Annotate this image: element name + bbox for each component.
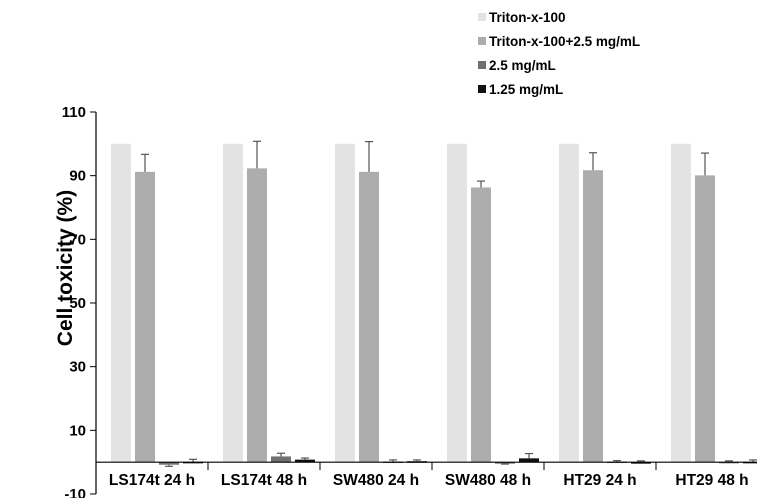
legend-label: Triton-x-100	[489, 10, 566, 25]
y-tick-label: 110	[62, 104, 86, 121]
bar	[295, 459, 315, 463]
legend-label: 2.5 mg/mL	[489, 58, 556, 73]
y-tick-label: 70	[69, 231, 86, 248]
category-label: SW480 48 h	[445, 472, 531, 489]
y-tick-label: 10	[69, 422, 86, 439]
y-axis: -10 10 30 50 70 90 110	[62, 104, 96, 498]
bar	[519, 458, 539, 463]
legend-swatch	[478, 37, 486, 45]
bar	[271, 456, 291, 463]
bar	[135, 171, 155, 463]
bar	[359, 171, 379, 463]
bar	[447, 143, 467, 463]
y-tick-label: 90	[69, 168, 86, 185]
bar	[223, 143, 243, 463]
y-axis-title: Cell toxicity (%)	[54, 190, 77, 346]
category-label: HT29 48 h	[675, 472, 748, 489]
bar	[583, 170, 603, 463]
legend-label: Triton-x-100+2.5 mg/mL	[489, 34, 640, 49]
bar	[159, 462, 179, 465]
legend-swatch	[478, 13, 486, 21]
bar	[631, 462, 651, 464]
category-label: SW480 24 h	[333, 472, 419, 489]
bar	[671, 143, 691, 463]
axes	[95, 112, 757, 494]
legend-swatch	[478, 85, 486, 93]
legend: Triton-x-100 Triton-x-100+2.5 mg/mL 2.5 mg…	[478, 10, 640, 97]
bar	[335, 143, 355, 463]
bar	[695, 175, 715, 463]
legend-label: 1.25 mg/mL	[489, 82, 563, 97]
category-label: LS174t 48 h	[221, 472, 307, 489]
category-label: HT29 24 h	[563, 472, 636, 489]
bar	[471, 187, 491, 463]
bar	[559, 143, 579, 463]
bars	[111, 140, 757, 467]
x-axis: LS174t 24 h LS174t 48 h SW480 24 h SW480 48…	[109, 462, 749, 489]
y-tick-label: 30	[69, 359, 86, 376]
y-tick-label: -10	[64, 486, 86, 498]
bar	[111, 143, 131, 463]
bar	[495, 462, 515, 464]
legend-swatch	[478, 61, 486, 69]
bar	[247, 168, 267, 463]
y-tick-label: 50	[69, 295, 86, 312]
category-label: LS174t 24 h	[109, 472, 195, 489]
